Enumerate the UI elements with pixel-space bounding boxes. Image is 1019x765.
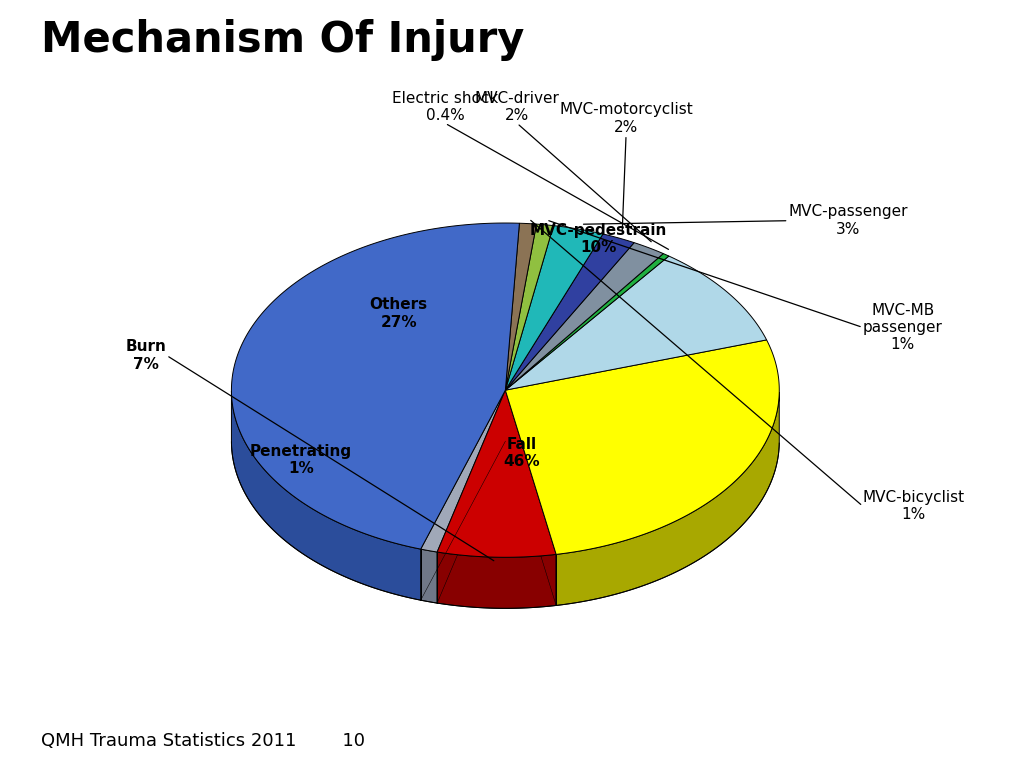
Text: Fall
46%: Fall 46%: [502, 437, 539, 469]
Text: Burn
7%: Burn 7%: [125, 339, 166, 372]
Text: Penetrating
1%: Penetrating 1%: [250, 444, 352, 476]
Text: Others
27%: Others 27%: [369, 298, 427, 330]
Polygon shape: [504, 226, 602, 390]
Polygon shape: [437, 552, 555, 608]
Polygon shape: [504, 243, 662, 390]
Polygon shape: [504, 256, 766, 390]
Polygon shape: [420, 390, 504, 552]
Polygon shape: [231, 223, 519, 549]
Polygon shape: [420, 549, 437, 603]
Text: QMH Trauma Statistics 2011        10: QMH Trauma Statistics 2011 10: [41, 731, 365, 750]
Text: MVC-driver
2%: MVC-driver 2%: [474, 91, 558, 123]
Text: Mechanism Of Injury: Mechanism Of Injury: [41, 19, 524, 61]
Polygon shape: [231, 391, 420, 601]
Text: MVC-motorcyclist
2%: MVC-motorcyclist 2%: [558, 103, 692, 135]
Text: MVC-bicyclist
1%: MVC-bicyclist 1%: [862, 490, 964, 522]
Polygon shape: [504, 224, 553, 390]
Text: MVC-passenger
3%: MVC-passenger 3%: [788, 204, 907, 237]
Polygon shape: [437, 390, 555, 557]
Text: Electric shock
0.4%: Electric shock 0.4%: [391, 91, 497, 123]
Text: MVC-pedestrain
10%: MVC-pedestrain 10%: [529, 223, 666, 256]
Polygon shape: [504, 234, 634, 390]
Polygon shape: [555, 392, 779, 605]
Text: MVC-MB
passenger
1%: MVC-MB passenger 1%: [862, 303, 942, 353]
Polygon shape: [504, 340, 779, 555]
Polygon shape: [504, 253, 668, 390]
Polygon shape: [504, 223, 536, 390]
